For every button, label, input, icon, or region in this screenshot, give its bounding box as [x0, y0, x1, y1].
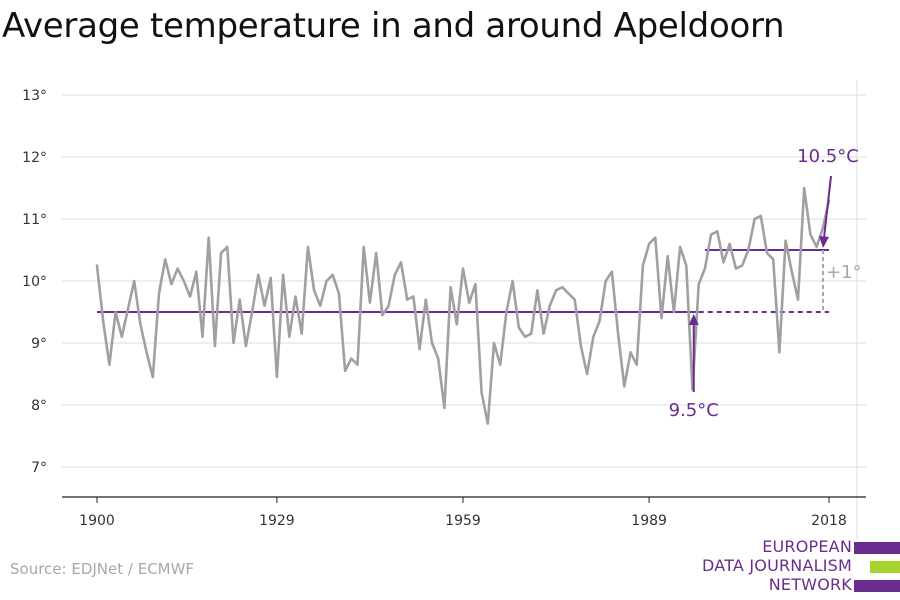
edjnet-logo[interactable]: EUROPEAN DATA JOURNALISM NETWORK	[700, 538, 900, 598]
y-tick-label-9: 9°	[31, 336, 47, 352]
y-tick-label-13: 13°	[22, 88, 47, 104]
logo-line-network: NETWORK	[768, 575, 852, 594]
grid-lines	[62, 80, 866, 540]
x-tick-label-2018: 2018	[811, 513, 847, 529]
x-tick-label-1989: 1989	[631, 513, 667, 529]
source-note: Source: EDJNet / ECMWF	[10, 560, 195, 578]
difference-label: +1°	[826, 262, 862, 283]
high-arrow-head	[819, 236, 829, 248]
x-tick-label-1959: 1959	[445, 513, 481, 529]
y-tick-label-10: 10°	[22, 274, 47, 290]
x-tick-label-1900: 1900	[79, 513, 115, 529]
chart-title: Average temperature in and around Apeldo…	[2, 6, 785, 46]
logo-bar-purple-top	[854, 542, 900, 554]
y-tick-labels: 7° 8° 9° 10° 11° 12° 13°	[22, 88, 47, 476]
high-arrow-shaft	[823, 175, 832, 239]
low-arrow-head	[688, 314, 699, 325]
y-tick-label-8: 8°	[31, 398, 47, 414]
logo-line-european: EUROPEAN	[762, 537, 852, 556]
annotations: +1° 9.5°C 10.5°C	[669, 146, 862, 421]
x-tick-label-1929: 1929	[259, 513, 295, 529]
y-tick-label-7: 7°	[31, 460, 47, 476]
logo-bar-green	[870, 561, 900, 573]
high-average-label: 10.5°C	[797, 146, 859, 167]
series-layer	[95, 186, 831, 425]
logo-line-data-journalism: DATA JOURNALISM	[702, 556, 852, 575]
y-tick-label-11: 11°	[22, 212, 47, 228]
x-axis: 1900 1929 1959 1989 2018	[62, 496, 866, 529]
low-average-label: 9.5°C	[669, 400, 719, 421]
logo-bar-purple-bottom	[854, 580, 900, 592]
temperature-series-line-0	[95, 186, 831, 425]
y-tick-label-12: 12°	[22, 150, 47, 166]
